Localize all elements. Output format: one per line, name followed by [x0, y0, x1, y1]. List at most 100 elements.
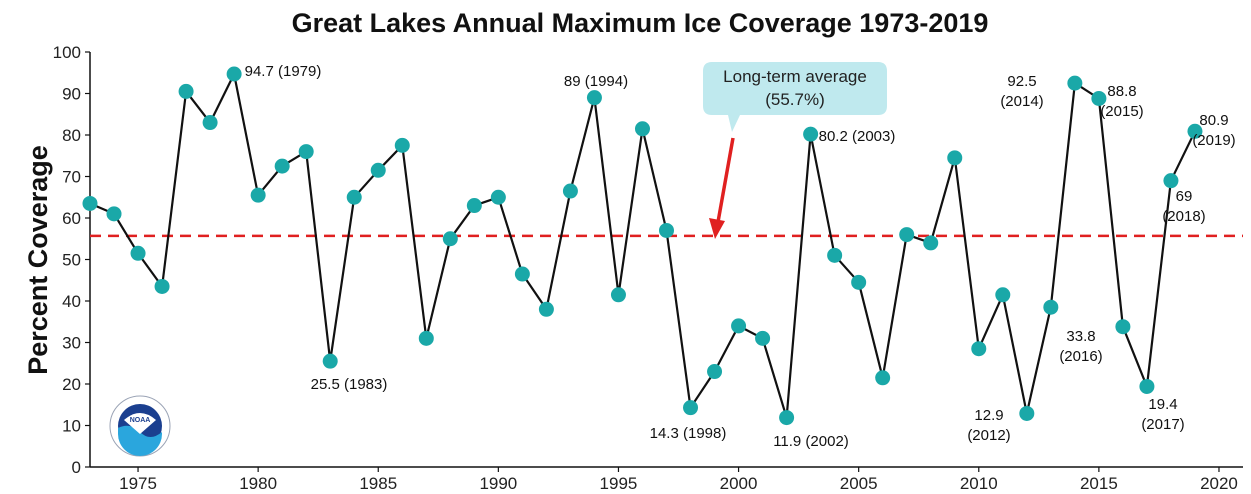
- data-label: 80.2 (2003): [819, 128, 896, 145]
- y-tick-label: 20: [62, 375, 81, 394]
- data-point: [130, 245, 146, 261]
- data-point: [514, 266, 530, 282]
- data-label-line: 25.5 (1983): [311, 376, 388, 393]
- data-point: [298, 144, 314, 160]
- series: [82, 66, 1203, 426]
- data-label: 92.5 (2014): [1000, 73, 1043, 110]
- data-label-line: (2012): [967, 427, 1010, 444]
- data-point: [562, 183, 578, 199]
- y-tick-label: 80: [62, 126, 81, 145]
- x-tick-label: 1985: [359, 474, 397, 493]
- x-tick-label: 2010: [960, 474, 998, 493]
- data-label-line: 33.8: [1066, 328, 1095, 345]
- data-point: [586, 90, 602, 106]
- data-point: [1019, 405, 1035, 421]
- data-point: [226, 66, 242, 82]
- y-tick-label: 70: [62, 168, 81, 187]
- data-point: [995, 287, 1011, 303]
- data-point: [779, 410, 795, 426]
- data-point: [803, 126, 819, 142]
- data-point: [659, 222, 674, 238]
- data-point: [154, 278, 170, 294]
- data-point: [466, 198, 482, 214]
- y-tick-label: 50: [62, 251, 81, 270]
- data-point: [1187, 123, 1203, 139]
- data-label-line: (2018): [1162, 208, 1205, 225]
- data-point: [490, 189, 506, 205]
- data-label-line: 88.8: [1107, 83, 1136, 100]
- data-point: [1091, 90, 1107, 106]
- data-point: [418, 330, 434, 346]
- data-point: [1139, 378, 1155, 394]
- data-label: 25.5 (1983): [311, 376, 388, 393]
- data-point: [394, 137, 410, 153]
- data-label: 33.8 (2016): [1059, 328, 1102, 365]
- data-label: 80.9 (2019): [1192, 112, 1235, 149]
- y-tick-label: 60: [62, 209, 81, 228]
- data-point: [899, 227, 915, 243]
- y-tick-label: 30: [62, 334, 81, 353]
- x-ticks: 1975 1980 1985 1990 1995 2000 2005 2010 2015 2020: [119, 467, 1238, 493]
- data-point: [106, 206, 122, 222]
- axes: [89, 52, 1243, 468]
- data-point: [851, 274, 867, 290]
- x-tick-label: 2020: [1200, 474, 1238, 493]
- data-label-line: (2016): [1059, 348, 1102, 365]
- noaa-logo: NOAA: [109, 395, 171, 457]
- data-point: [923, 235, 939, 251]
- callout-arrow: [716, 137, 735, 223]
- data-point: [202, 115, 218, 131]
- data-point: [707, 364, 723, 380]
- data-point: [1067, 75, 1083, 91]
- data-point: [346, 189, 362, 205]
- data-point: [634, 121, 650, 137]
- data-label: 11.9 (2002): [773, 433, 849, 450]
- data-point: [274, 158, 290, 174]
- data-point: [875, 370, 891, 386]
- data-point: [178, 83, 194, 99]
- data-point: [370, 162, 386, 178]
- data-label-line: (2015): [1100, 103, 1143, 120]
- data-point: [322, 353, 338, 369]
- data-label-line: 80.2 (2003): [819, 128, 896, 145]
- x-tick-label: 1990: [479, 474, 517, 493]
- data-label-line: 92.5: [1007, 73, 1036, 90]
- average-callout: Long-term average (55.7%): [703, 62, 887, 239]
- data-label-line: 94.7 (1979): [245, 63, 322, 80]
- data-point: [755, 330, 771, 346]
- data-label-line: (2019): [1192, 132, 1235, 149]
- data-label-line: 14.3 (1998): [650, 425, 727, 442]
- data-label-line: 11.9 (2002): [773, 433, 849, 450]
- data-point: [827, 247, 843, 263]
- data-label-line: 12.9: [974, 407, 1003, 424]
- data-point: [610, 287, 626, 303]
- x-tick-label: 1995: [600, 474, 638, 493]
- data-point: [442, 231, 458, 247]
- y-tick-label: 100: [53, 43, 81, 62]
- data-point: [947, 150, 963, 166]
- data-label-line: (2017): [1141, 416, 1184, 433]
- chart-title: Great Lakes Annual Maximum Ice Coverage …: [292, 8, 989, 38]
- y-tick-label: 10: [62, 417, 81, 436]
- data-point: [971, 341, 987, 357]
- data-point: [82, 195, 98, 211]
- data-point: [1115, 319, 1131, 335]
- y-tick-label: 90: [62, 85, 81, 104]
- data-label-line: 89 (1994): [564, 73, 628, 90]
- data-label-line: 80.9: [1199, 112, 1228, 129]
- callout-line-2: (55.7%): [765, 90, 825, 109]
- data-point: [1043, 299, 1059, 315]
- x-tick-label: 2015: [1080, 474, 1118, 493]
- y-tick-label: 40: [62, 292, 81, 311]
- data-label: 88.8 (2015): [1100, 83, 1143, 120]
- x-tick-label: 1980: [239, 474, 277, 493]
- data-point: [250, 187, 266, 203]
- x-tick-label: 1975: [119, 474, 157, 493]
- data-label-line: 19.4: [1148, 396, 1177, 413]
- x-tick-label: 2000: [720, 474, 758, 493]
- callout-line-1: Long-term average: [723, 67, 867, 86]
- x-tick-label: 2005: [840, 474, 878, 493]
- data-label: 69 (2018): [1162, 188, 1205, 225]
- data-label: 94.7 (1979): [245, 63, 322, 80]
